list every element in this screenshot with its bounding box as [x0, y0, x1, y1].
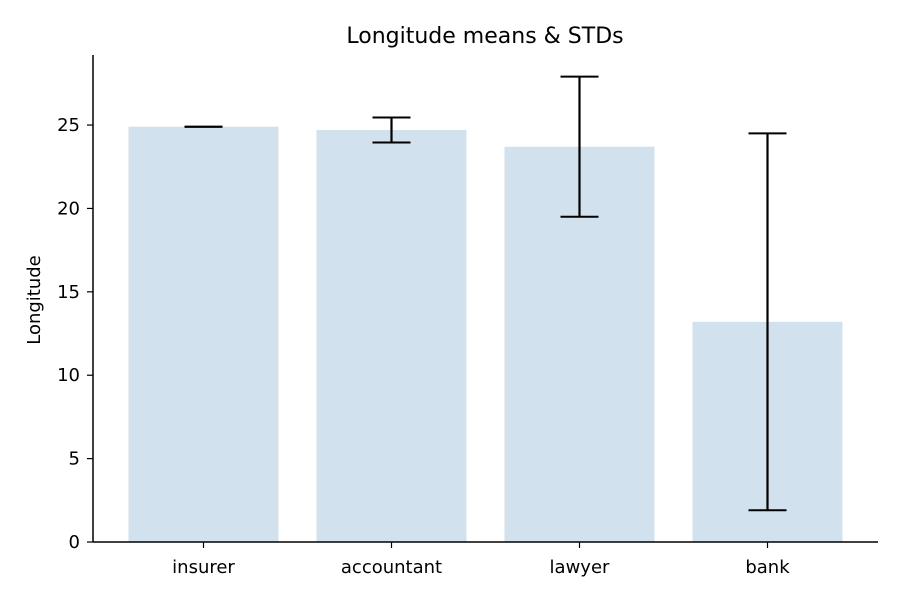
y-tick-label: 20	[57, 198, 80, 219]
y-tick-label: 10	[57, 365, 80, 386]
error-bars-group	[184, 75, 787, 512]
x-tick-label: bank	[745, 557, 790, 578]
bars-group	[128, 126, 843, 543]
error-bar-lawyer	[560, 75, 599, 218]
bar-accountant	[316, 130, 467, 542]
bar-insurer	[128, 126, 279, 542]
y-tick-label: 15	[57, 282, 80, 303]
x-tick-label: lawyer	[550, 557, 610, 578]
error-bar-bank	[748, 132, 787, 512]
y-ticks-group: 0 5 10 15 20 25	[57, 115, 93, 553]
x-tick-label: insurer	[172, 557, 235, 578]
chart-title: Longitude means & STDs	[346, 24, 623, 49]
x-ticks-group: insurer accountant lawyer bank	[172, 542, 790, 578]
y-tick-label: 25	[57, 115, 80, 136]
y-tick-label: 5	[69, 449, 80, 470]
y-tick-label: 0	[69, 532, 80, 553]
y-axis-label: Longitude	[24, 255, 45, 345]
x-tick-label: accountant	[341, 557, 442, 578]
error-bar-accountant	[372, 116, 411, 144]
